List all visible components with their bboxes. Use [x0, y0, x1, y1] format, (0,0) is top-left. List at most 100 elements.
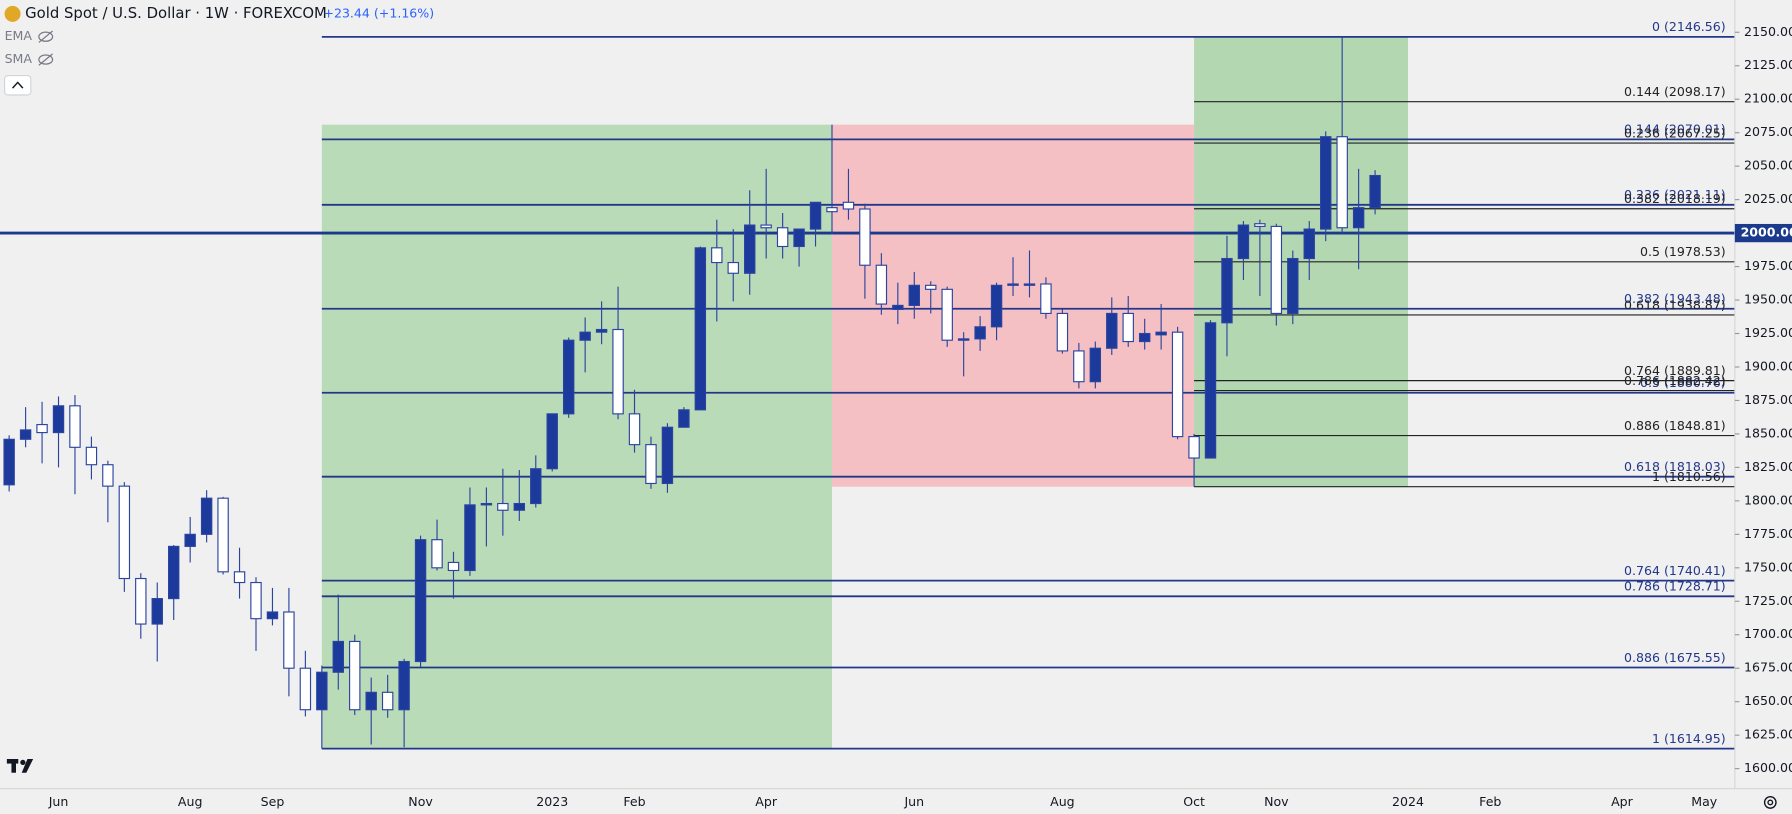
y-tick-label: 1725.00 — [1744, 593, 1792, 608]
candle-body — [1122, 312, 1134, 343]
symbol-icon — [4, 5, 21, 22]
candle-body — [1336, 136, 1348, 229]
candle-body — [875, 264, 888, 305]
fib-label: 0.382 (2018.19) — [1624, 191, 1726, 206]
x-tick-label: Apr — [1611, 794, 1634, 809]
plot-area: 0 (2146.56) 0.144 (2070.01) 0.236 (2021.11… — [0, 19, 1735, 750]
candle-body — [69, 405, 81, 448]
candle-body — [1040, 283, 1052, 315]
fib-label: 0.786 (1728.71) — [1624, 579, 1726, 594]
x-tick-label: Aug — [1050, 794, 1075, 809]
collapse-button[interactable] — [3, 75, 32, 96]
y-tick-label: 1775.00 — [1744, 526, 1792, 541]
price-label: 2000.00 — [1741, 225, 1792, 240]
fib-label: 0.5 (1880.76) — [1640, 375, 1726, 390]
candle-body — [1007, 283, 1019, 286]
y-tick-label: 2025.00 — [1744, 191, 1792, 206]
fib-label: 0.618 (1938.87) — [1624, 297, 1726, 312]
candle-body — [908, 284, 920, 306]
y-tick-label: 1950.00 — [1744, 292, 1792, 307]
fib-label: 0.786 (1882.42) — [1624, 373, 1726, 388]
candle-body — [102, 464, 114, 487]
candle-body — [628, 413, 641, 446]
candle-body — [1171, 331, 1184, 438]
candle-body — [52, 405, 65, 434]
x-tick-label: 2024 — [1392, 794, 1424, 809]
candle-body — [1369, 174, 1381, 209]
x-tick-label: Nov — [408, 794, 433, 809]
candle-body — [1352, 207, 1365, 229]
x-tick-label: Jun — [903, 794, 924, 809]
candle-body — [36, 423, 48, 434]
y-tick-label: 2125.00 — [1744, 57, 1792, 72]
candle-body — [398, 660, 410, 711]
candle-body — [200, 497, 213, 535]
candle-body — [1237, 224, 1250, 260]
candle-body — [184, 533, 196, 547]
fib-label: 0.236 (2067.25) — [1624, 125, 1726, 140]
indicator-label[interactable]: EMA — [5, 28, 33, 43]
fib-label: 0.236 (2021.11) — [1624, 187, 1726, 202]
x-tick-label: Sep — [261, 794, 285, 809]
y-tick-label: 1675.00 — [1744, 660, 1792, 675]
candle-body — [579, 331, 591, 341]
candle-body — [365, 691, 377, 711]
candle-body — [381, 691, 394, 711]
fib-label: 0.144 (2098.17) — [1624, 84, 1726, 99]
candle-body — [711, 247, 723, 264]
candle-body — [612, 328, 624, 415]
candle-body — [1221, 257, 1233, 324]
candle-body — [678, 409, 690, 428]
indicator-label[interactable]: SMA — [5, 51, 33, 66]
y-tick-label: 2050.00 — [1744, 158, 1792, 173]
fib-label: 0.5 (1978.53) — [1640, 244, 1726, 259]
candle-body — [546, 413, 558, 470]
candle-body — [645, 444, 657, 485]
fib-label: 1 (1810.56) — [1652, 469, 1726, 484]
candle-body — [694, 247, 707, 411]
zone — [321, 124, 832, 749]
candle-body — [957, 338, 970, 341]
x-tick-label: Feb — [623, 794, 645, 809]
candle-body — [299, 667, 312, 711]
y-tick-label: 1900.00 — [1744, 358, 1792, 373]
fib-label: 0.886 (1848.81) — [1624, 418, 1726, 433]
y-tick-label: 2100.00 — [1744, 91, 1792, 106]
header: Gold Spot / U.S. Dollar · 1W · FOREXCOM … — [3, 4, 1777, 809]
fib-label: 0.886 (1675.55) — [1624, 650, 1726, 665]
fib-label: 0 (2146.56) — [1652, 19, 1726, 34]
candle-body — [1073, 350, 1085, 383]
candle-body — [431, 539, 443, 569]
fib-label: 0.382 (1943.48) — [1624, 291, 1726, 306]
y-tick-label: 1925.00 — [1744, 325, 1792, 340]
fib-label: 1 (1614.95) — [1652, 731, 1726, 746]
candle-body — [776, 227, 789, 248]
candle-body — [1106, 312, 1118, 349]
fib-label: 0.764 (1740.41) — [1624, 563, 1726, 578]
zone — [832, 124, 1195, 487]
candle-body — [85, 446, 98, 466]
y-tick-label: 1600.00 — [1744, 760, 1792, 775]
x-tick-label: Nov — [1264, 794, 1289, 809]
candle-body — [497, 502, 509, 511]
candle-body — [266, 611, 279, 620]
candle-body — [1188, 436, 1200, 459]
candle-body — [1319, 136, 1332, 230]
candle-body — [809, 201, 822, 230]
candle-body — [118, 485, 131, 580]
candle-body — [1287, 257, 1299, 315]
candle-body — [316, 671, 328, 711]
y-tick-label: 1750.00 — [1744, 559, 1792, 574]
hidden-eye-icon[interactable] — [38, 30, 54, 66]
candle-body — [990, 284, 1003, 328]
candle-body — [1204, 322, 1217, 459]
candle-body — [793, 228, 805, 248]
x-tick-label: Oct — [1183, 794, 1205, 809]
candle-body — [941, 288, 953, 341]
settings-icon[interactable] — [1763, 796, 1777, 809]
x-tick-label: May — [1691, 794, 1718, 809]
candle-body — [217, 497, 229, 573]
y-tick-label: 1875.00 — [1744, 392, 1792, 407]
candle-body — [595, 328, 608, 333]
